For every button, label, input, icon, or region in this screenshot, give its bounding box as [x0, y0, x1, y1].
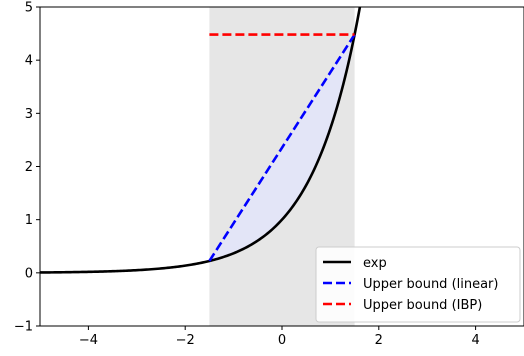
y-tick-label: 4	[25, 54, 33, 69]
y-tick-label: 2	[25, 160, 33, 175]
legend-label: Upper bound (IBP)	[363, 298, 482, 313]
axes: −4 −2 0 2 4 −1 0 1 2 3 4 5	[14, 1, 524, 348]
x-tick-label: −2	[176, 333, 195, 348]
y-tick-label: 1	[25, 213, 33, 228]
y-tick-label: −1	[14, 320, 33, 335]
legend-box	[315, 246, 521, 323]
series-line-0	[40, 7, 362, 274]
plot-area	[40, 7, 362, 326]
x-tick-label: 4	[471, 333, 479, 348]
x-tick-label: 0	[278, 333, 286, 348]
legend-label: exp	[363, 256, 387, 271]
x-tick-label: −4	[79, 333, 98, 348]
x-tick-label: 2	[375, 333, 383, 348]
y-tick-label: 5	[25, 1, 33, 16]
y-tick-label: 0	[25, 266, 33, 281]
y-tick-label: 3	[25, 107, 33, 122]
legend-label: Upper bound (linear)	[363, 277, 498, 292]
series-line-1	[208, 33, 356, 262]
legend: exp Upper bound (linear) Upper bound (IBP)	[315, 246, 521, 323]
